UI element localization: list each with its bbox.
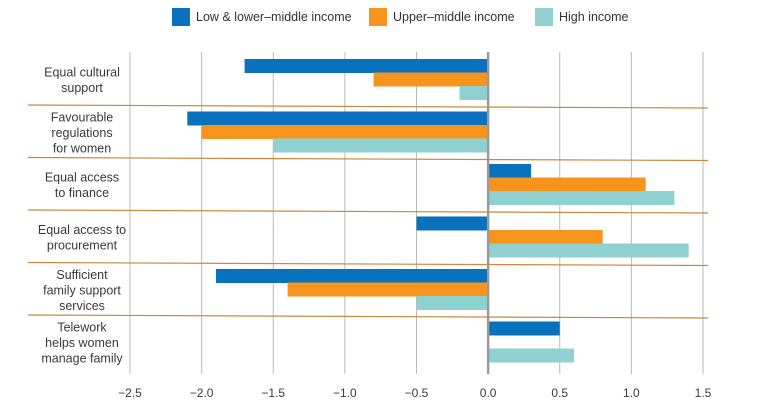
category-label-line: procurement <box>47 239 118 253</box>
category-label-line: helps women <box>45 336 119 350</box>
bar-series0-cat5 <box>488 321 560 336</box>
x-tick-label-4: −0.5 <box>405 386 429 400</box>
bar-series1-cat0 <box>373 72 489 87</box>
x-tick-label-5: 0.0 <box>480 386 497 400</box>
category-label-2: Equal access to finance <box>45 171 119 201</box>
bar-series1-cat4 <box>287 282 489 297</box>
x-tick-label-8: 1.5 <box>695 386 712 400</box>
category-label-line: family support <box>43 283 121 297</box>
x-tick-label-0: −2.5 <box>118 386 142 400</box>
category-separator-4 <box>27 261 709 267</box>
legend-label-low-income: Low & lower–middle income <box>196 10 352 24</box>
category-label-line: for women <box>53 141 111 155</box>
category-separator-1 <box>27 104 709 109</box>
bar-series0-cat3 <box>416 216 489 231</box>
category-label-3: Equal access to procurement <box>38 223 126 253</box>
bar-series0-cat0 <box>244 59 489 73</box>
category-label-line: manage family <box>41 351 123 365</box>
bar-series1-cat2 <box>488 177 646 192</box>
category-label-line: Equal access to <box>38 223 126 237</box>
category-label-line: services <box>59 299 105 313</box>
category-label-line: support <box>61 81 103 95</box>
legend-swatch-high-income <box>535 8 553 26</box>
category-label-0: Equal cultural support <box>44 66 120 96</box>
bar-series0-cat4 <box>215 269 489 283</box>
legend-item-high-income: High income <box>535 8 628 26</box>
category-label-line: regulations <box>51 126 112 140</box>
x-tick-label-1: −2.0 <box>190 386 214 400</box>
bar-series1-cat3 <box>488 230 603 244</box>
bar-series0-cat2 <box>488 164 532 178</box>
bar-series2-cat2 <box>488 191 675 205</box>
category-label-line: Telework <box>57 320 107 334</box>
legend: Low & lower–middle income Upper–middle i… <box>0 8 780 30</box>
bar-series1-cat1 <box>201 125 489 139</box>
category-separator-2 <box>27 156 709 162</box>
category-label-line: Favourable <box>51 110 114 124</box>
category-separator-3 <box>27 209 709 214</box>
legend-label-upper-middle-income: Upper–middle income <box>393 10 515 24</box>
category-label-line: Equal access <box>45 171 119 185</box>
x-tick-label-3: −1.0 <box>333 386 357 400</box>
bar-series2-cat3 <box>488 243 689 258</box>
category-label-line: to finance <box>55 186 109 200</box>
legend-item-upper-middle-income: Upper–middle income <box>369 8 515 26</box>
category-label-4: Sufficient family support services <box>43 268 121 313</box>
x-tick-label-7: 1.0 <box>623 386 640 400</box>
bar-series2-cat4 <box>416 296 489 310</box>
x-tick-label-6: 0.5 <box>551 386 568 400</box>
legend-label-high-income: High income <box>559 10 629 24</box>
category-label-1: Favourable regulations for women <box>51 110 114 155</box>
bar-series2-cat5 <box>488 348 575 363</box>
bar-series2-cat1 <box>273 138 489 153</box>
bar-series0-cat1 <box>187 111 489 126</box>
legend-item-low-income: Low & lower–middle income <box>172 8 352 26</box>
category-label-5: Telework helps women manage family <box>41 320 123 365</box>
category-separator-5 <box>27 314 709 319</box>
category-label-line: Sufficient <box>56 268 108 282</box>
bar-series2-cat0 <box>459 86 489 100</box>
legend-swatch-upper-middle-income <box>369 8 387 26</box>
x-tick-label-2: −1.5 <box>261 386 285 400</box>
category-label-line: Equal cultural <box>44 66 120 80</box>
legend-swatch-low-income <box>172 8 190 26</box>
